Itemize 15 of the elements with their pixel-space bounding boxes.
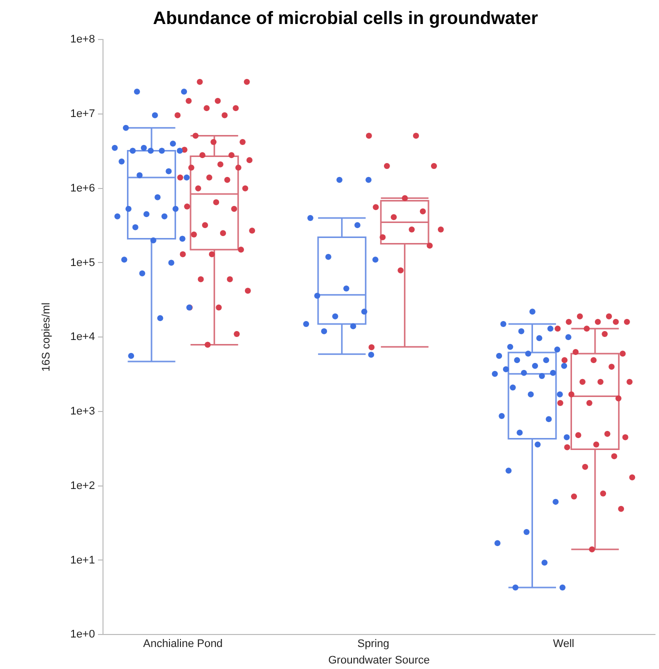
y-tick-label: 1e+8 [70, 34, 95, 46]
y-axis-title: 16S copies/ml [40, 302, 53, 372]
chart-title: Abundance of microbial cells in groundwater [152, 8, 538, 28]
y-tick-label: 1e+5 [70, 256, 95, 269]
x-tick-label: Anchialine Pond [143, 638, 223, 650]
y-tick-label: 1e+6 [70, 182, 95, 194]
x-tick-label: Spring [357, 638, 390, 650]
y-tick-label: 1e+1 [70, 554, 95, 566]
y-tick-label: 1e+0 [70, 628, 95, 641]
x-axis-title: Groundwater Source [328, 654, 430, 666]
x-tick-label: Well [553, 638, 574, 650]
y-tick-label: 1e+2 [70, 480, 95, 492]
y-tick-label: 1e+3 [70, 406, 95, 418]
y-tick-label: 1e+4 [70, 331, 95, 344]
y-tick-label: 1e+7 [70, 108, 95, 120]
